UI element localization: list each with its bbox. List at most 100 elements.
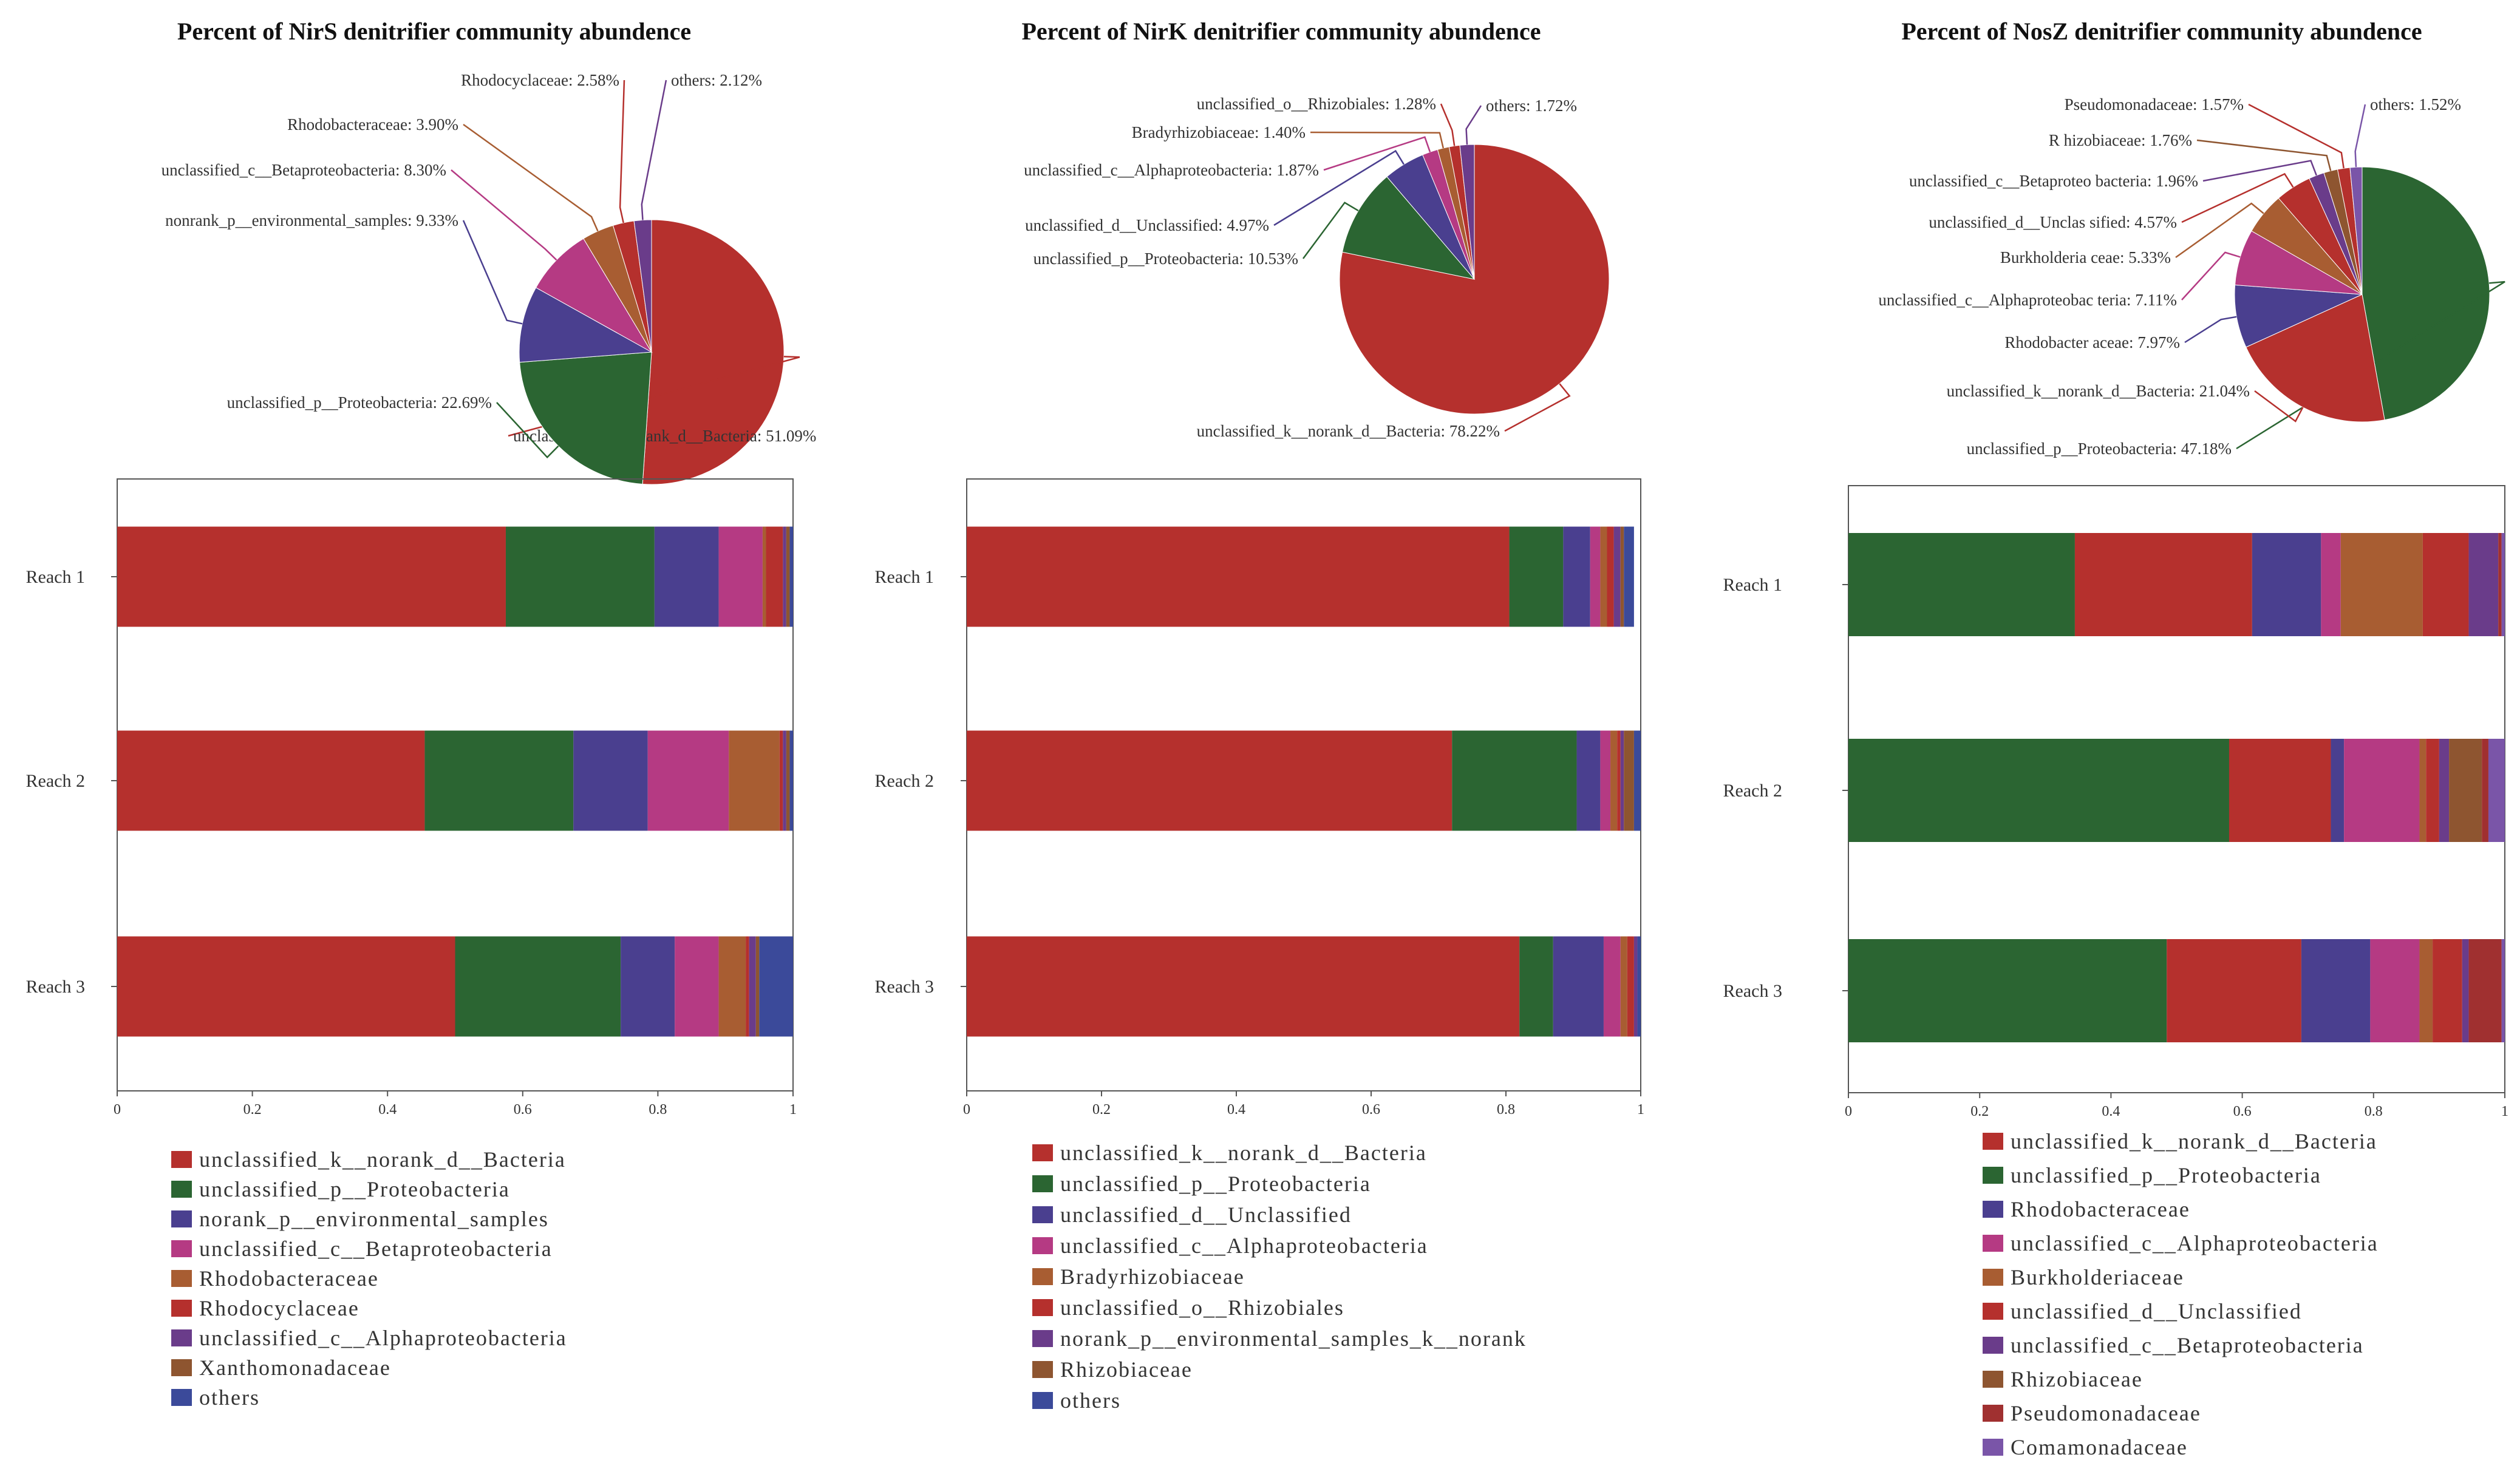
legend: unclassified_k__norank_d__Bacteriaunclas… — [1032, 1141, 1527, 1413]
bar-segment — [2462, 939, 2469, 1042]
legend-item-label: Xanthomonadaceae — [199, 1356, 391, 1380]
pie-slice-label: unclassified_p__Proteobacteria: 47.18% — [1967, 440, 2232, 458]
pie-chart: unclassified_p__Proteobacteria: 47.18% un… — [1878, 95, 2505, 458]
legend-swatch — [1032, 1237, 1053, 1254]
bar-segment — [779, 730, 783, 831]
category-label: Reach 3 — [1723, 981, 1782, 1001]
legend-swatch — [1983, 1337, 2003, 1354]
pie-slice-label: unclassified_k__norank_d__Bacteria: 21.0… — [1947, 382, 2250, 400]
legend-item-label: unclassified_p__Proteobacteria — [2011, 1163, 2321, 1187]
bar-segment — [2167, 939, 2301, 1042]
pie-leader-line — [2202, 160, 2317, 182]
x-tick-label: 1 — [2501, 1104, 2508, 1119]
legend-item-label: Rhodocyclaceae — [199, 1296, 359, 1320]
bar-segment — [2468, 533, 2499, 636]
legend-item-label: Comamonadaceae — [2011, 1435, 2188, 1459]
legend-swatch — [1032, 1299, 1053, 1316]
x-tick-label: 0.8 — [649, 1102, 667, 1118]
bar-segment — [505, 526, 655, 627]
legend-item-label: unclassified_d__Unclassified — [2011, 1299, 2302, 1323]
bar-segment — [718, 526, 763, 627]
bar-segment — [2344, 739, 2420, 842]
pie-leader-line — [2181, 172, 2294, 223]
pie-slice-label: Rhodobacteraceae: 3.90% — [287, 115, 458, 134]
bar-segment — [2321, 533, 2341, 636]
legend-item-label: unclassified_d__Unclassified — [1060, 1203, 1352, 1227]
pie-slice-label: unclassified_k__norank_d__Bacteria: 78.2… — [1197, 422, 1500, 440]
x-tick-label: 0.6 — [1362, 1102, 1380, 1118]
x-tick-label: 0.2 — [1970, 1104, 1989, 1119]
pie-leader-line — [2175, 202, 2264, 259]
bar-segment — [1576, 730, 1601, 831]
legend-swatch — [1983, 1405, 2003, 1422]
chart-panel-1: Percent of NirS denitrifier community ab… — [26, 18, 817, 1410]
bar-segment — [1563, 526, 1590, 627]
pie-leader-line — [462, 220, 523, 325]
pie-leader-line — [463, 123, 599, 232]
legend-item-label: Rhizobiaceae — [2011, 1367, 2143, 1391]
bar-segment — [1637, 936, 1641, 1037]
legend-item-label: unclassified_p__Proteobacteria — [199, 1177, 510, 1201]
bar-segment — [2439, 739, 2450, 842]
pie-slice-label: Burkholderia ceae: 5.33% — [2000, 248, 2171, 266]
x-tick-label: 0 — [963, 1102, 970, 1118]
pie-leader-line — [2254, 390, 2304, 423]
legend-item-label: norank_p__environmental_samples_k__noran… — [1060, 1326, 1527, 1351]
bar-segment — [789, 526, 793, 627]
pie-chart: unclassified_k__norank_d__Bacteria: 51.0… — [162, 71, 816, 485]
bar-segment — [117, 936, 455, 1037]
pie-slice-label: R hizobiaceae: 1.76% — [2049, 131, 2192, 149]
chart-panel-3: Percent of NosZ denitrifier community ab… — [1723, 18, 2508, 1459]
legend-swatch — [1983, 1133, 2003, 1150]
legend-item-label: unclassified_k__norank_d__Bacteria — [1060, 1141, 1427, 1165]
legend-swatch — [1032, 1361, 1053, 1378]
legend-swatch — [171, 1389, 192, 1406]
bar-segment — [762, 526, 766, 627]
pie-slice-label: unclassified_d__Unclas sified: 4.57% — [1929, 213, 2177, 231]
bar-segment — [1600, 730, 1611, 831]
pie-leader-line — [1273, 149, 1405, 226]
legend-swatch — [171, 1270, 192, 1287]
pie-leader-line — [2248, 103, 2345, 169]
pie-slice — [519, 287, 653, 363]
legend-swatch — [1983, 1269, 2003, 1286]
x-tick-label: 0.8 — [2365, 1104, 2383, 1119]
legend-swatch — [171, 1359, 192, 1376]
pie-slice — [2234, 284, 2363, 348]
bar-segment — [2419, 739, 2426, 842]
pie-slice-label: others: 1.52% — [2370, 95, 2461, 114]
pie-slice — [2362, 166, 2490, 421]
pie-leader-line — [1504, 383, 1571, 432]
bar-segment — [1627, 936, 1634, 1037]
legend-item-label: unclassified_c__Alphaproteobacteria — [199, 1326, 567, 1350]
bar-segment — [2433, 939, 2462, 1042]
bar-segment — [2301, 939, 2371, 1042]
legend-swatch — [1983, 1235, 2003, 1252]
x-tick-label: 0.4 — [2102, 1104, 2120, 1119]
bar-segment — [783, 730, 786, 831]
bar-segment — [1452, 730, 1577, 831]
bar-segment — [2498, 533, 2502, 636]
pie-leader-line — [496, 402, 559, 459]
legend-item-label: Burkholderiaceae — [2011, 1265, 2184, 1289]
bar-segment — [1848, 533, 2075, 636]
legend-swatch — [1032, 1144, 1053, 1161]
x-tick-label: 0.4 — [378, 1102, 397, 1118]
bar-segment — [766, 526, 783, 627]
legend-swatch — [1983, 1303, 2003, 1320]
legend-swatch — [1032, 1206, 1053, 1223]
pie-leader-line — [641, 80, 667, 220]
category-label: Reach 2 — [875, 771, 934, 791]
pie-slice — [519, 351, 652, 485]
category-label: Reach 2 — [1723, 781, 1782, 801]
pie-slice-label: unclassified_c__Alphaproteobac teria: 7.… — [1878, 291, 2177, 309]
category-label: Reach 3 — [26, 977, 85, 997]
legend-item-label: unclassified_c__Betaproteobacteria — [2011, 1333, 2364, 1357]
bar-segment — [746, 936, 749, 1037]
bar-segment — [2449, 739, 2482, 842]
pie-slice-label: unclassified_p__Proteobacteria: 22.69% — [227, 393, 492, 412]
bar-segment — [749, 936, 756, 1037]
pie-slice — [2349, 166, 2363, 295]
legend-swatch — [1032, 1392, 1053, 1409]
category-label: Reach 2 — [26, 771, 85, 791]
